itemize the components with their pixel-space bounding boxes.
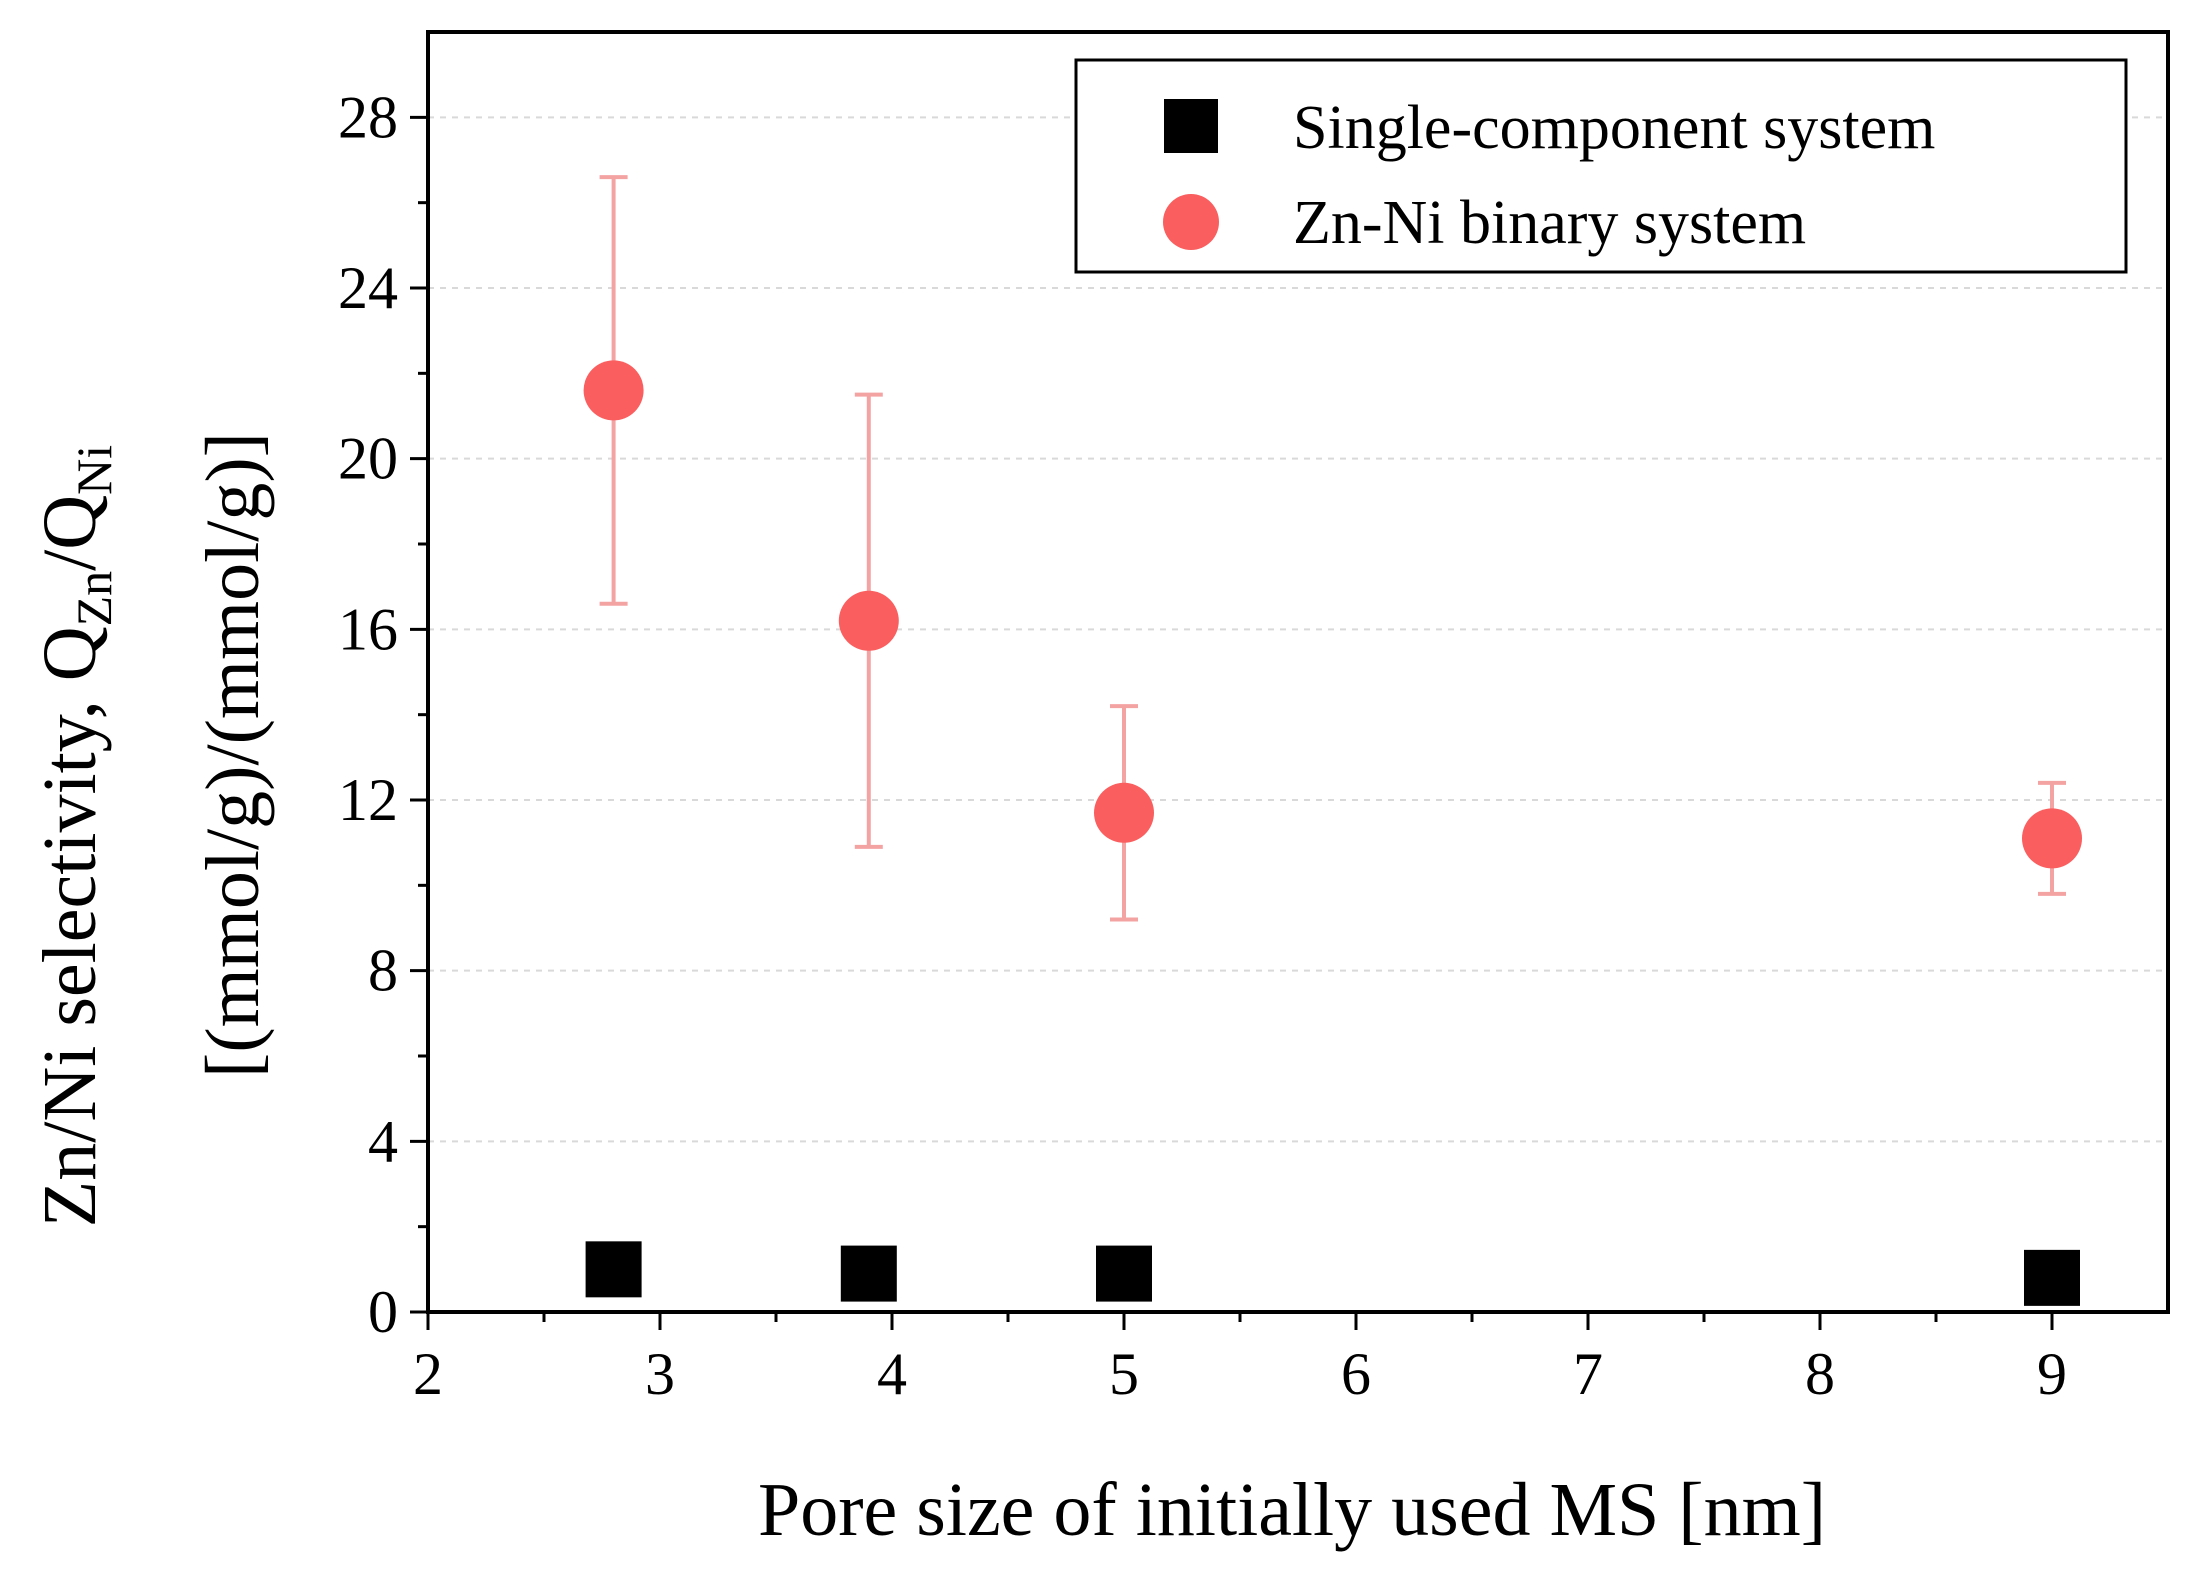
tick-layer: 0 4 8 12 16 20 24 28 2 3 4 5 6 7 8 9 (338, 84, 2067, 1407)
legend-marker-square (1164, 99, 1218, 153)
plot-frame (426, 30, 2170, 1314)
x-tick-label: 7 (1573, 1341, 1603, 1407)
x-tick-label: 8 (1805, 1341, 1835, 1407)
single-component-point (2024, 1249, 2080, 1306)
x-tick-label: 9 (2037, 1341, 2067, 1407)
legend-marker-circle (1163, 194, 1219, 250)
legend-label-single: Single-component system (1293, 94, 1935, 162)
y-tick-label: 4 (368, 1108, 398, 1174)
y-tick-label: 0 (368, 1279, 398, 1345)
binary-system-point (1094, 782, 1154, 843)
x-tick-label: 2 (413, 1341, 443, 1407)
legend: Single-component system Zn-Ni binary sys… (1074, 58, 2128, 274)
binary-system-point (2022, 808, 2082, 869)
single-component-point (585, 1241, 642, 1298)
legend-box (1074, 58, 2128, 274)
x-tick-label: 6 (1341, 1341, 1371, 1407)
y-axis-title-line1: Zn/Ni selectivity, QZn/QNi (28, 445, 122, 1227)
x-tick-label: 4 (877, 1341, 907, 1407)
single-component-point (840, 1245, 897, 1302)
x-axis-title: Pore size of initially used MS [nm] (758, 1468, 1826, 1552)
x-tick-label: 3 (645, 1341, 675, 1407)
y-tick-label: 12 (338, 767, 398, 833)
y-tick-label: 8 (368, 938, 398, 1004)
y-tick-label: 24 (338, 255, 398, 321)
y-axis-title-line2: [(mmol/g)/(mmol/g)] (191, 432, 275, 1078)
legend-label-binary: Zn-Ni binary system (1293, 189, 1806, 257)
y-tick-label: 20 (338, 426, 398, 492)
binary-system-point (838, 590, 899, 651)
single-component-point (1096, 1245, 1152, 1302)
x-tick-label: 5 (1109, 1341, 1139, 1407)
y-tick-label: 16 (338, 596, 398, 662)
marker-layer (583, 360, 2082, 1306)
y-tick-label: 28 (338, 84, 398, 150)
binary-system-point (583, 360, 644, 421)
